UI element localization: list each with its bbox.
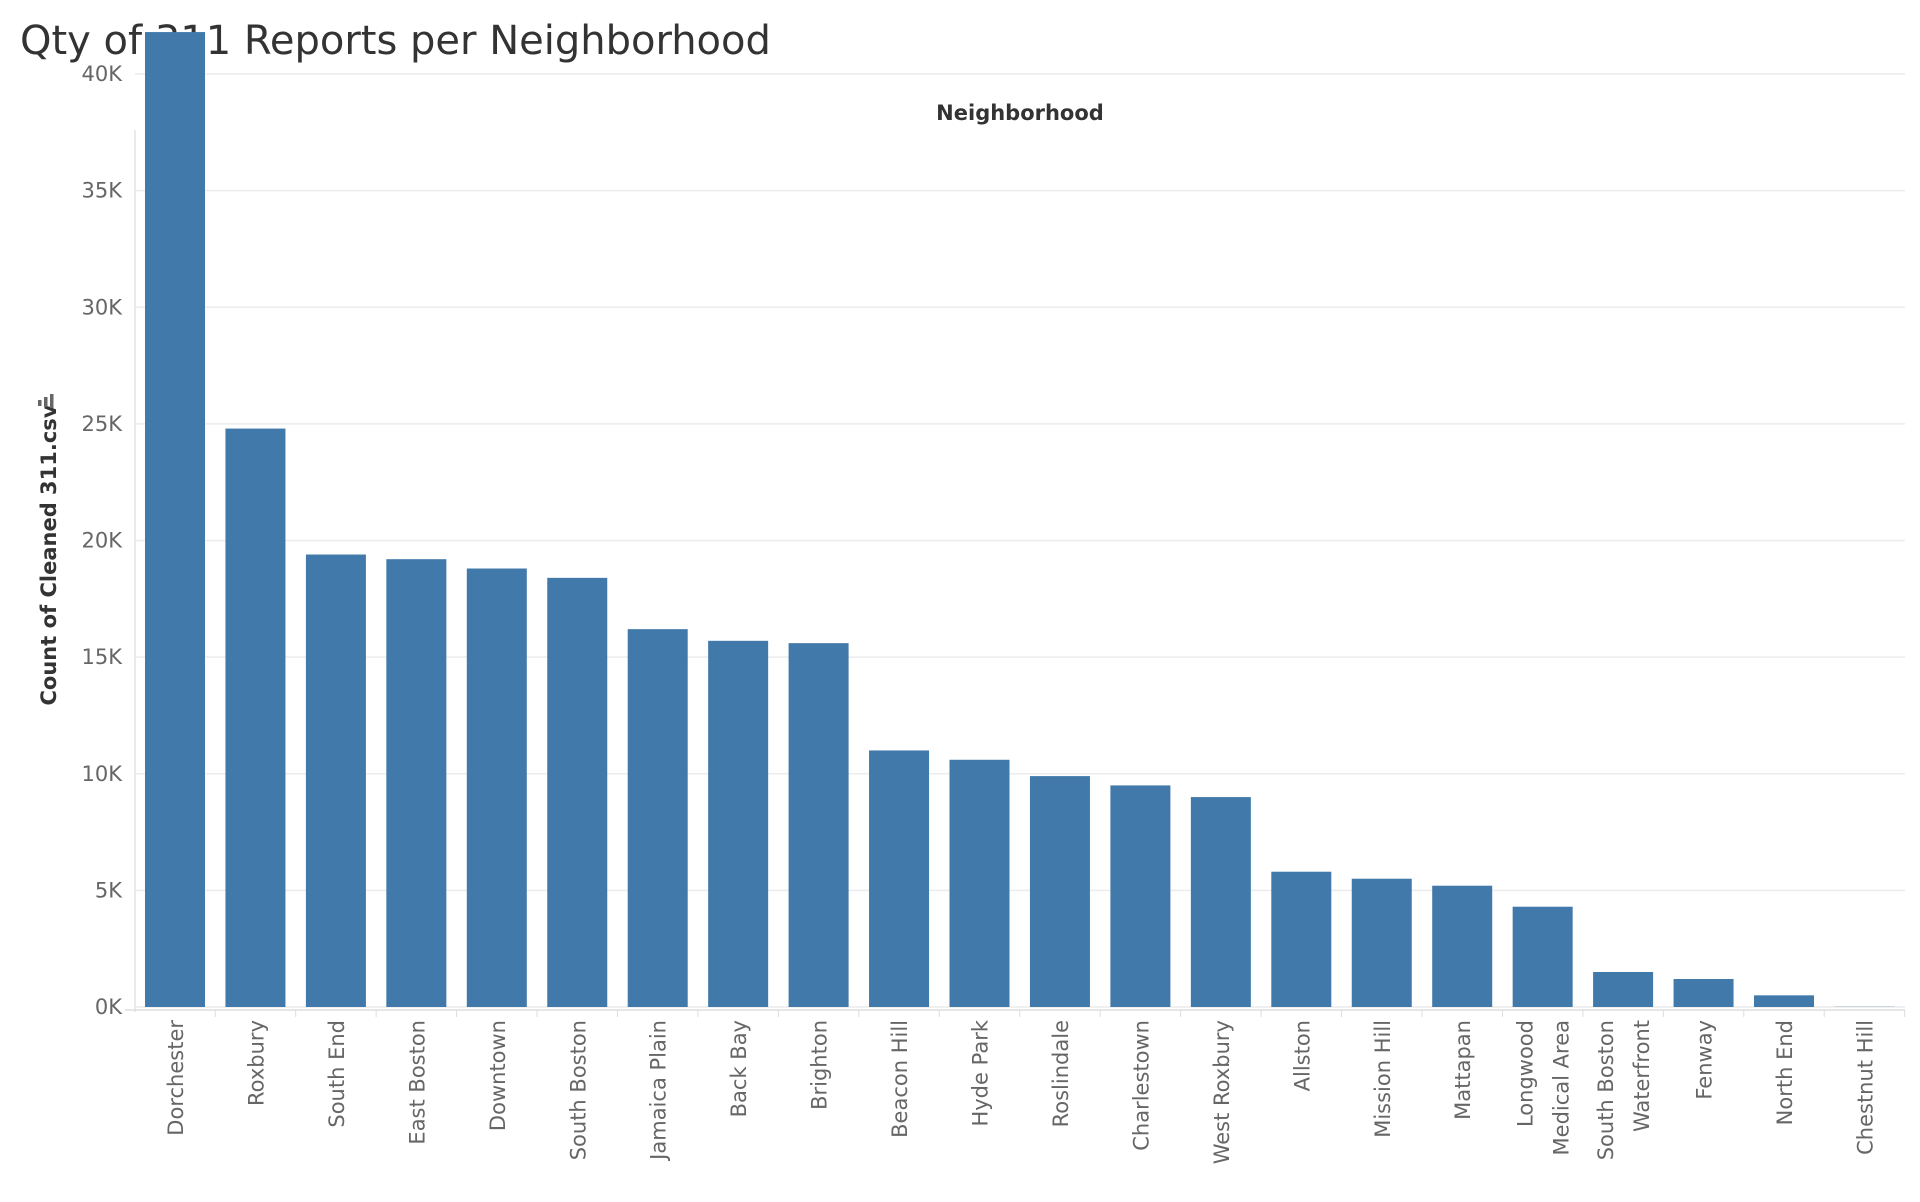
bar-roslindale[interactable] bbox=[1029, 776, 1090, 1007]
x-tick-label: Hyde Park bbox=[969, 1019, 993, 1126]
bar-allston[interactable] bbox=[1271, 871, 1332, 1007]
y-tick-label: 40K bbox=[82, 62, 124, 86]
bar-east-boston[interactable] bbox=[386, 559, 447, 1007]
x-tick-label: Mission Hill bbox=[1371, 1020, 1395, 1138]
bar-west-roxbury[interactable] bbox=[1190, 797, 1251, 1007]
x-axis-ticks: Dorchester Roxbury South End East Boston Dow… bbox=[164, 1010, 1906, 1164]
x-tick-label: Allston bbox=[1290, 1020, 1314, 1091]
y-tick-label: 35K bbox=[82, 179, 124, 203]
bar-brighton[interactable] bbox=[788, 643, 849, 1007]
y-tick-label: 25K bbox=[82, 412, 124, 436]
bar-beacon-hill[interactable] bbox=[869, 750, 930, 1007]
x-tick-label: South Boston bbox=[1594, 1020, 1618, 1160]
x-tick-label: Longwood bbox=[1514, 1020, 1538, 1127]
x-tick-label: Roxbury bbox=[244, 1020, 268, 1106]
sort-icon-bar bbox=[50, 394, 54, 408]
bar-mission-hill[interactable] bbox=[1351, 878, 1412, 1007]
x-tick-label: Brighton bbox=[808, 1020, 832, 1110]
bar-back-bay[interactable] bbox=[708, 640, 769, 1007]
x-tick-label: South End bbox=[325, 1020, 349, 1128]
x-tick-label: North End bbox=[1773, 1020, 1797, 1125]
y-tick-label: 15K bbox=[82, 645, 124, 669]
x-tick-label: Charlestown bbox=[1129, 1020, 1153, 1151]
x-tick-label: Waterfront bbox=[1630, 1020, 1654, 1132]
y-tick-label: 30K bbox=[82, 295, 124, 319]
y-axis-title-group: Count of Cleaned 311.csv bbox=[37, 404, 61, 705]
bar-hyde-park[interactable] bbox=[949, 759, 1010, 1007]
y-tick-label: 20K bbox=[82, 529, 124, 553]
x-tick-label: Dorchester bbox=[164, 1020, 188, 1136]
column-header: Neighborhood bbox=[936, 101, 1104, 125]
bar-jamaica-plain[interactable] bbox=[627, 629, 688, 1007]
x-tick-label: Mattapan bbox=[1451, 1020, 1475, 1120]
x-tick-label: Back Bay bbox=[727, 1020, 751, 1117]
x-tick-label: East Boston bbox=[405, 1020, 429, 1145]
bar-roxbury[interactable] bbox=[225, 428, 286, 1007]
bar-south-boston-waterfront[interactable] bbox=[1593, 972, 1654, 1007]
bars bbox=[145, 32, 1895, 1008]
x-tick-label: Beacon Hill bbox=[888, 1020, 912, 1138]
y-axis-title: Count of Cleaned 311.csv bbox=[37, 404, 61, 705]
x-tick-label: Fenway bbox=[1693, 1020, 1717, 1100]
bar-south-boston[interactable] bbox=[547, 577, 608, 1007]
x-tick-label: Medical Area bbox=[1550, 1020, 1574, 1155]
y-tick-label: 0K bbox=[95, 995, 123, 1019]
bar-fenway[interactable] bbox=[1673, 979, 1734, 1007]
y-axis-ticks: 0K 5K 10K 15K 20K 25K 30K 35K 40K bbox=[82, 62, 124, 1019]
x-tick-label: Downtown bbox=[486, 1020, 510, 1131]
sort-icon-bar bbox=[44, 397, 48, 407]
bar-south-end[interactable] bbox=[305, 554, 366, 1007]
y-tick-label: 10K bbox=[82, 762, 124, 786]
sort-icon[interactable] bbox=[38, 394, 54, 408]
bar-north-end[interactable] bbox=[1754, 995, 1814, 1007]
x-tick-label: West Roxbury bbox=[1210, 1020, 1234, 1164]
x-tick-label: Roslindale bbox=[1049, 1020, 1073, 1127]
bar-charlestown[interactable] bbox=[1110, 785, 1171, 1007]
y-tick-label: 5K bbox=[95, 878, 123, 902]
sort-icon-bar bbox=[38, 400, 42, 406]
bar-longwood-medical-area[interactable] bbox=[1512, 906, 1573, 1007]
bar-downtown[interactable] bbox=[466, 568, 527, 1007]
bar-mattapan[interactable] bbox=[1432, 885, 1493, 1007]
bar-dorchester[interactable] bbox=[145, 32, 205, 1008]
x-tick-label: Chestnut Hill bbox=[1853, 1020, 1877, 1155]
x-tick-label: South Boston bbox=[566, 1020, 590, 1160]
x-tick-label: Jamaica Plain bbox=[647, 1020, 671, 1162]
